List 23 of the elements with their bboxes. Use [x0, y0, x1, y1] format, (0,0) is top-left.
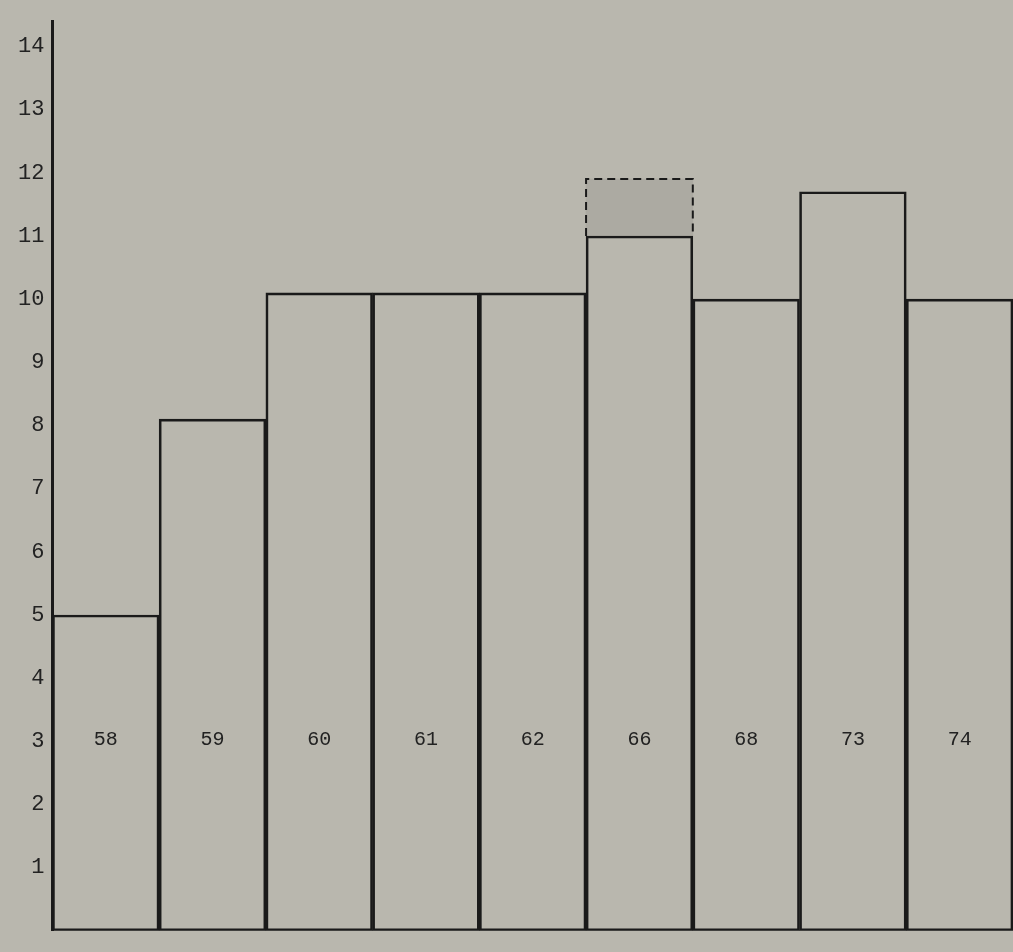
x-tick-label: 58	[93, 728, 118, 752]
y-tick-label: 6	[31, 539, 45, 565]
x-tick-label: 59	[200, 728, 225, 752]
y-tick-label: 10	[18, 286, 45, 312]
y-tick-label: 8	[31, 413, 45, 439]
x-tick-label: 73	[840, 728, 865, 752]
x-tick-label: 68	[734, 728, 759, 752]
x-tick-label: 66	[627, 728, 652, 752]
x-tick-label: 60	[307, 728, 332, 752]
y-tick-label: 14	[18, 34, 45, 60]
y-tick-label: 11	[18, 223, 45, 249]
y-tick-label: 3	[31, 729, 45, 755]
y-tick-label: 2	[31, 792, 45, 818]
x-tick-label: 61	[413, 728, 438, 752]
y-tick-label: 7	[31, 476, 45, 502]
y-tick-label: 4	[31, 665, 45, 691]
y-tick-label: 13	[18, 97, 45, 123]
y-tick-label: 12	[18, 160, 45, 186]
y-tick-label: 5	[31, 602, 45, 628]
x-tick-label: 62	[520, 728, 545, 752]
y-tick-label: 1	[31, 855, 45, 881]
y-tick-label: 9	[31, 350, 45, 376]
x-tick-label: 74	[947, 728, 972, 752]
